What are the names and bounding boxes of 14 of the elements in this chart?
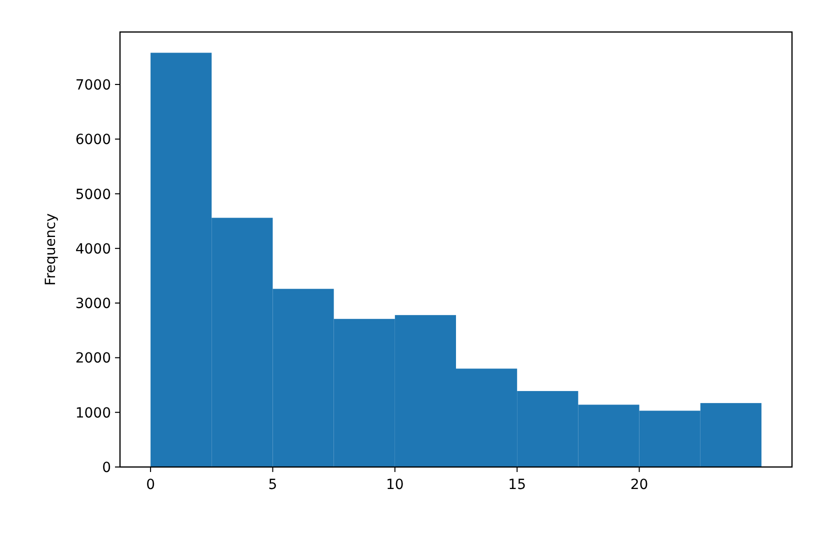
y-tick-label: 5000 — [75, 186, 111, 203]
y-tick-label: 6000 — [75, 132, 111, 148]
x-tick-label: 10 — [386, 477, 404, 493]
y-tick-label: 2000 — [75, 350, 111, 367]
x-tick-label: 20 — [630, 477, 648, 493]
y-tick-label: 0 — [102, 460, 111, 476]
y-tick-label: 1000 — [75, 405, 111, 422]
y-tick-label: 3000 — [75, 296, 111, 312]
y-tick-label: 7000 — [75, 77, 111, 94]
y-axis-title: Frequency — [43, 213, 59, 286]
x-tick-label: 15 — [508, 477, 526, 493]
x-tick-label: 0 — [146, 477, 156, 493]
x-tick-label: 5 — [268, 477, 278, 493]
y-tick-label: 4000 — [75, 241, 111, 258]
